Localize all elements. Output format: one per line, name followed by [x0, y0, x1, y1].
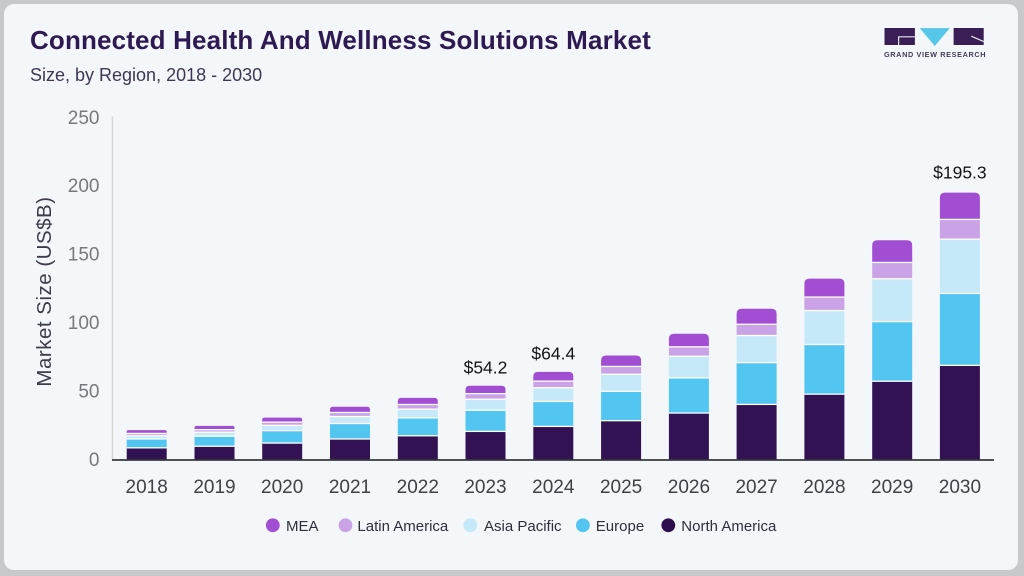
svg-text:250: 250 [68, 108, 100, 129]
svg-text:2026: 2026 [668, 477, 710, 498]
svg-text:2027: 2027 [735, 477, 777, 498]
svg-text:Market Size (US$B): Market Size (US$B) [33, 196, 56, 386]
svg-text:GRAND VIEW RESEARCH: GRAND VIEW RESEARCH [884, 50, 986, 59]
svg-text:$64.4: $64.4 [531, 343, 575, 363]
svg-text:$54.2: $54.2 [464, 357, 508, 377]
svg-text:2025: 2025 [600, 477, 642, 498]
svg-text:2022: 2022 [397, 477, 439, 498]
svg-text:2020: 2020 [261, 477, 303, 498]
svg-text:Asia Pacific: Asia Pacific [484, 518, 562, 535]
svg-text:North America: North America [681, 518, 777, 535]
svg-text:200: 200 [68, 176, 100, 197]
svg-text:MEA: MEA [286, 518, 319, 535]
svg-text:2030: 2030 [939, 477, 981, 498]
svg-text:0: 0 [89, 450, 100, 471]
svg-text:100: 100 [68, 313, 100, 334]
svg-text:150: 150 [68, 245, 100, 266]
svg-text:2024: 2024 [532, 477, 575, 498]
svg-text:2018: 2018 [126, 477, 168, 498]
svg-text:2029: 2029 [871, 477, 913, 498]
svg-text:50: 50 [78, 382, 99, 403]
svg-text:Latin America: Latin America [357, 518, 449, 535]
svg-text:2019: 2019 [193, 477, 235, 498]
svg-text:2021: 2021 [329, 477, 371, 498]
svg-text:Europe: Europe [596, 518, 644, 535]
svg-text:$195.3: $195.3 [933, 163, 987, 183]
svg-text:2028: 2028 [803, 477, 845, 498]
svg-text:2023: 2023 [464, 477, 506, 498]
